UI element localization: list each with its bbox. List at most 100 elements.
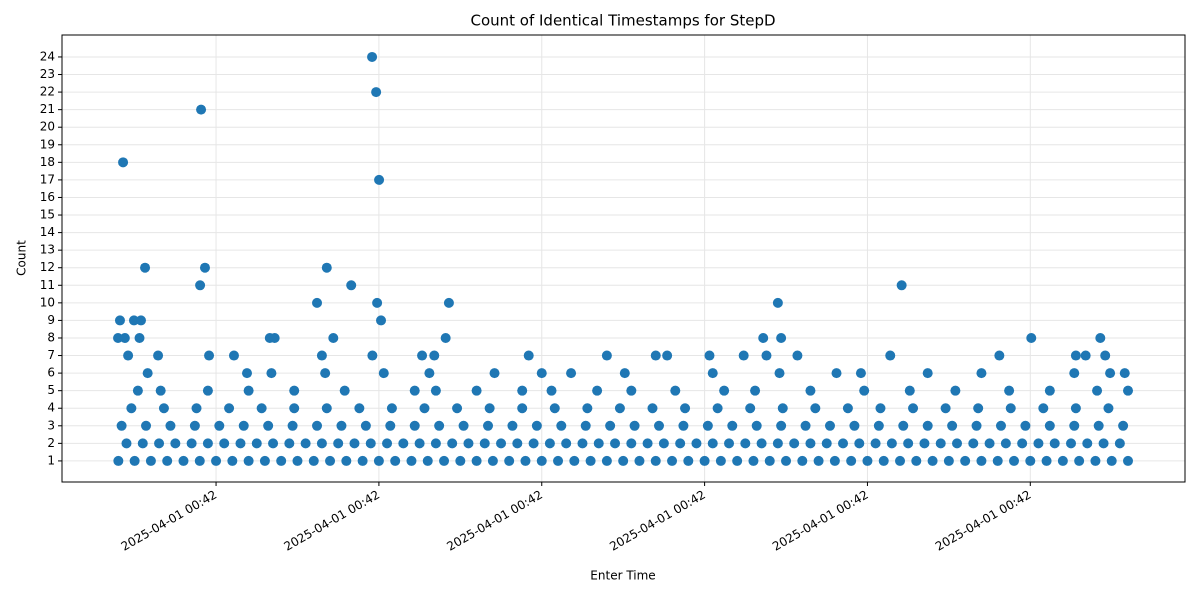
point: [312, 297, 323, 308]
point: [704, 350, 715, 361]
point: [259, 455, 270, 466]
point: [132, 385, 143, 396]
point: [434, 420, 445, 431]
x-tick-label: 2025-04-01 00:42: [444, 488, 545, 554]
point: [699, 455, 710, 466]
point: [846, 455, 857, 466]
point: [440, 332, 451, 343]
point: [406, 455, 417, 466]
point: [829, 455, 840, 466]
point: [308, 455, 319, 466]
point: [654, 420, 665, 431]
point: [927, 455, 938, 466]
point: [605, 420, 616, 431]
point: [922, 420, 933, 431]
point: [214, 420, 225, 431]
point: [289, 403, 300, 414]
y-tick-label: 9: [47, 313, 55, 327]
y-tick-label: 5: [47, 383, 55, 397]
point: [142, 368, 153, 379]
point: [119, 332, 130, 343]
point: [126, 403, 137, 414]
point: [994, 350, 1005, 361]
point: [745, 403, 756, 414]
point: [385, 420, 396, 431]
point: [123, 350, 134, 361]
point: [1070, 403, 1081, 414]
point: [414, 438, 425, 449]
y-tick-label: 6: [47, 366, 55, 380]
y-tick-label: 16: [40, 190, 55, 204]
y-tick-label: 11: [40, 278, 55, 292]
point: [137, 438, 148, 449]
point: [1098, 438, 1109, 449]
point: [140, 262, 151, 273]
point: [1009, 455, 1020, 466]
point: [1044, 385, 1055, 396]
point: [316, 350, 327, 361]
point: [626, 385, 637, 396]
point: [569, 455, 580, 466]
y-tick-label: 18: [40, 155, 55, 169]
point: [263, 420, 274, 431]
point: [971, 420, 982, 431]
point: [919, 438, 930, 449]
point: [517, 385, 528, 396]
point: [378, 368, 389, 379]
point: [800, 420, 811, 431]
point: [484, 403, 495, 414]
point: [365, 438, 376, 449]
point: [738, 350, 749, 361]
point: [678, 420, 689, 431]
point: [339, 385, 350, 396]
point: [162, 455, 173, 466]
point: [947, 420, 958, 431]
point: [211, 455, 222, 466]
point: [629, 420, 640, 431]
y-tick-label: 2: [47, 436, 55, 450]
y-tick-label: 21: [40, 102, 55, 116]
point: [455, 455, 466, 466]
point: [116, 420, 127, 431]
point: [553, 455, 564, 466]
point: [333, 438, 344, 449]
point: [1025, 455, 1036, 466]
point: [667, 455, 678, 466]
point: [903, 438, 914, 449]
point: [911, 455, 922, 466]
point: [727, 420, 738, 431]
point: [1041, 455, 1052, 466]
point: [582, 403, 593, 414]
point: [1080, 350, 1091, 361]
point: [321, 403, 332, 414]
y-tick-label: 8: [47, 330, 55, 344]
point: [761, 350, 772, 361]
point: [289, 385, 300, 396]
point: [810, 403, 821, 414]
plot-frame: [61, 34, 1186, 483]
point: [831, 368, 842, 379]
point: [658, 438, 669, 449]
y-tick-label: 7: [47, 348, 55, 362]
point: [354, 403, 365, 414]
point: [614, 403, 625, 414]
point: [1090, 455, 1101, 466]
point: [390, 455, 401, 466]
x-tick-label: 2025-04-01 00:42: [607, 488, 708, 554]
point: [561, 438, 572, 449]
point: [367, 51, 378, 62]
point: [241, 368, 252, 379]
point: [1093, 420, 1104, 431]
point: [805, 438, 816, 449]
point: [194, 455, 205, 466]
point: [580, 420, 591, 431]
point: [483, 420, 494, 431]
point: [772, 438, 783, 449]
point: [536, 455, 547, 466]
point: [1020, 420, 1031, 431]
y-tick-label: 20: [40, 120, 55, 134]
point: [479, 438, 490, 449]
point: [224, 403, 235, 414]
point: [382, 438, 393, 449]
point: [374, 174, 385, 185]
